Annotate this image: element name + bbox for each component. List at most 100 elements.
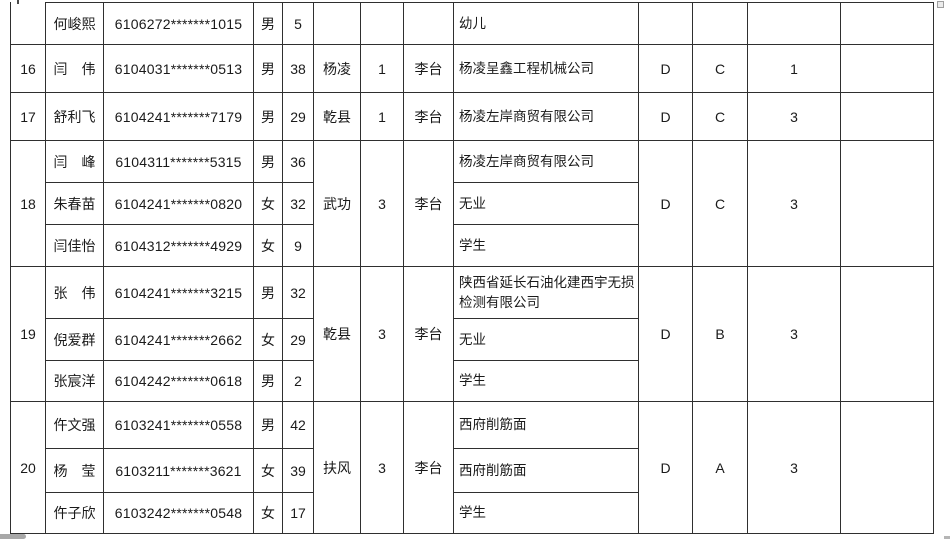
cell-grade-2[interactable]: A: [693, 402, 748, 534]
cell-id-number[interactable]: 6103242*******0548: [104, 493, 254, 534]
cell-member-count[interactable]: 1: [361, 45, 404, 93]
cell-group-count[interactable]: 3: [748, 141, 841, 267]
cell-occupation[interactable]: 西府削筋面: [454, 402, 639, 449]
cell-occupation[interactable]: 杨凌左岸商贸有限公司: [454, 93, 639, 141]
cell-name[interactable]: 闫 峰: [46, 141, 104, 183]
cell-grade-2[interactable]: C: [693, 93, 748, 141]
cell-group-count[interactable]: 3: [748, 93, 841, 141]
cell-name[interactable]: 舒利飞: [46, 93, 104, 141]
cell-gender[interactable]: 女: [254, 493, 283, 534]
cell-grade-1[interactable]: D: [639, 45, 693, 93]
cell-town[interactable]: 扶风: [314, 402, 361, 534]
cell-id-number[interactable]: 6104031*******0513: [104, 45, 254, 93]
cell-index[interactable]: 16: [11, 45, 46, 93]
cell-blank[interactable]: [841, 141, 934, 267]
cell-blank[interactable]: [841, 267, 934, 402]
cell-gender[interactable]: 男: [254, 361, 283, 402]
cell-village[interactable]: 李台: [404, 267, 454, 402]
cell-member-count[interactable]: 3: [361, 141, 404, 267]
cell-name[interactable]: 张宸洋: [46, 361, 104, 402]
cell-name[interactable]: 倪爱群: [46, 319, 104, 361]
cell-id-number[interactable]: 6104241*******0820: [104, 183, 254, 225]
cell-name[interactable]: 仵文强: [46, 402, 104, 449]
cell-grade-1[interactable]: D: [639, 267, 693, 402]
cell-id-number[interactable]: 6103241*******0558: [104, 402, 254, 449]
cell-id-number[interactable]: 6104311*******5315: [104, 141, 254, 183]
cell-name[interactable]: 杨 莹: [46, 449, 104, 493]
cell-grade-2[interactable]: C: [693, 45, 748, 93]
cell-grade-2[interactable]: [693, 2, 748, 45]
cell-name[interactable]: 何峻熙: [46, 2, 104, 45]
cell-id-number[interactable]: 6104241*******3215: [104, 267, 254, 319]
cell-index[interactable]: 19: [11, 267, 46, 402]
cell-name[interactable]: 朱春苗: [46, 183, 104, 225]
cell-grade-2[interactable]: C: [693, 141, 748, 267]
cell-index[interactable]: [11, 2, 46, 45]
cell-age[interactable]: 29: [283, 93, 314, 141]
cell-member-count[interactable]: 3: [361, 402, 404, 534]
cell-occupation[interactable]: 幼儿: [454, 2, 639, 45]
cell-id-number[interactable]: 6103211*******3621: [104, 449, 254, 493]
cell-grade-2[interactable]: B: [693, 267, 748, 402]
cell-village[interactable]: 李台: [404, 402, 454, 534]
cell-age[interactable]: 5: [283, 2, 314, 45]
cell-id-number[interactable]: 6104242*******0618: [104, 361, 254, 402]
cell-town[interactable]: 乾县: [314, 267, 361, 402]
cell-age[interactable]: 38: [283, 45, 314, 93]
cell-index[interactable]: 17: [11, 93, 46, 141]
cell-age[interactable]: 32: [283, 267, 314, 319]
cell-index[interactable]: 20: [11, 402, 46, 534]
cell-blank[interactable]: [841, 45, 934, 93]
resize-handle[interactable]: [937, 1, 944, 8]
cell-group-count[interactable]: [748, 2, 841, 45]
cell-gender[interactable]: 男: [254, 93, 283, 141]
cell-group-count[interactable]: 1: [748, 45, 841, 93]
cell-occupation[interactable]: 无业: [454, 319, 639, 361]
cell-id-number[interactable]: 6106272*******1015: [104, 2, 254, 45]
cell-village[interactable]: [404, 2, 454, 45]
cell-age[interactable]: 2: [283, 361, 314, 402]
cell-blank[interactable]: [841, 93, 934, 141]
cell-occupation[interactable]: 学生: [454, 225, 639, 267]
cell-member-count[interactable]: [361, 2, 404, 45]
scrollbar-fragment-right[interactable]: [944, 536, 950, 539]
cell-id-number[interactable]: 6104312*******4929: [104, 225, 254, 267]
cell-blank[interactable]: [841, 2, 934, 45]
cell-occupation[interactable]: 杨凌呈鑫工程机械公司: [454, 45, 639, 93]
cell-gender[interactable]: 女: [254, 183, 283, 225]
cell-grade-1[interactable]: [639, 2, 693, 45]
cell-group-count[interactable]: 3: [748, 402, 841, 534]
cell-blank[interactable]: [841, 402, 934, 534]
cell-town[interactable]: 乾县: [314, 93, 361, 141]
cell-age[interactable]: 39: [283, 449, 314, 493]
cell-gender[interactable]: 男: [254, 2, 283, 45]
cell-grade-1[interactable]: D: [639, 402, 693, 534]
cell-occupation[interactable]: 陕西省延长石油化建西宇无损检测有限公司: [454, 267, 639, 319]
cell-gender[interactable]: 男: [254, 402, 283, 449]
cell-town[interactable]: 杨凌: [314, 45, 361, 93]
cell-age[interactable]: 29: [283, 319, 314, 361]
cell-name[interactable]: 仵子欣: [46, 493, 104, 534]
cell-town[interactable]: [314, 2, 361, 45]
cell-village[interactable]: 李台: [404, 141, 454, 267]
cell-gender[interactable]: 男: [254, 267, 283, 319]
cell-occupation[interactable]: 杨凌左岸商贸有限公司: [454, 141, 639, 183]
cell-gender[interactable]: 女: [254, 449, 283, 493]
scrollbar-fragment-left[interactable]: [0, 534, 26, 539]
cell-age[interactable]: 32: [283, 183, 314, 225]
cell-id-number[interactable]: 6104241*******2662: [104, 319, 254, 361]
cell-age[interactable]: 42: [283, 402, 314, 449]
cell-occupation[interactable]: 无业: [454, 183, 639, 225]
cell-member-count[interactable]: 1: [361, 93, 404, 141]
cell-group-count[interactable]: 3: [748, 267, 841, 402]
cell-occupation[interactable]: 学生: [454, 493, 639, 534]
cell-name[interactable]: 张 伟: [46, 267, 104, 319]
cell-age[interactable]: 36: [283, 141, 314, 183]
cell-village[interactable]: 李台: [404, 93, 454, 141]
cell-gender[interactable]: 女: [254, 225, 283, 267]
cell-occupation[interactable]: 西府削筋面: [454, 449, 639, 493]
cell-index[interactable]: 18: [11, 141, 46, 267]
cell-gender[interactable]: 男: [254, 45, 283, 93]
cell-name[interactable]: 闫佳怡: [46, 225, 104, 267]
cell-age[interactable]: 17: [283, 493, 314, 534]
